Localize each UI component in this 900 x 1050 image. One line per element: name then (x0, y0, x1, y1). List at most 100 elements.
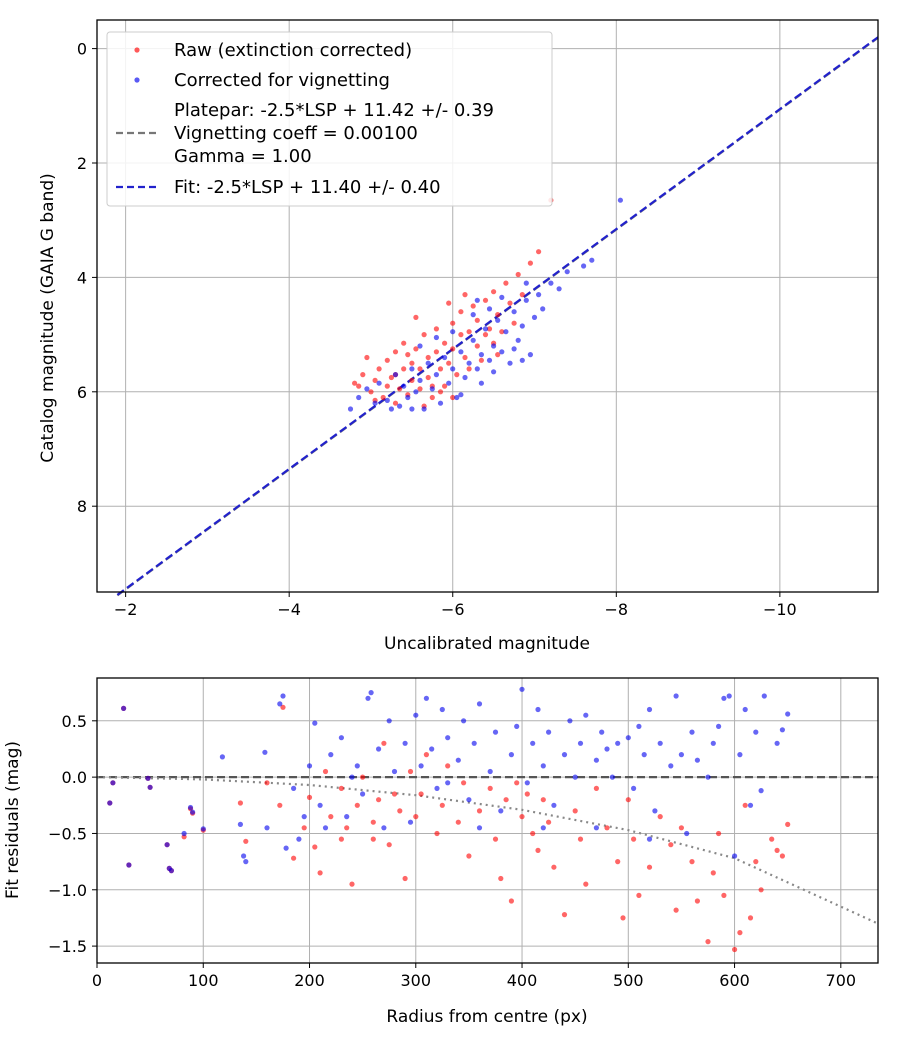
raw-point (535, 847, 541, 854)
corrected-point (454, 394, 460, 401)
corrected-point (397, 403, 403, 409)
raw-point (507, 300, 513, 306)
corrected-point (523, 297, 529, 303)
corrected-point (474, 297, 480, 303)
x-tick-label: 400 (507, 971, 538, 990)
corrected-point (200, 826, 206, 832)
corrected-point (540, 306, 546, 312)
raw-point (742, 802, 748, 808)
corrected-point (283, 845, 289, 851)
corrected-point (471, 740, 477, 746)
corrected-point (486, 357, 493, 363)
raw-point (495, 312, 501, 318)
corrected-point (264, 825, 270, 831)
raw-point (604, 825, 610, 831)
raw-point (657, 814, 663, 820)
raw-point (710, 870, 716, 876)
raw-point (437, 366, 444, 372)
raw-point (376, 366, 382, 372)
corrected-point (531, 314, 538, 320)
corrected-point (631, 785, 637, 792)
raw-point (317, 870, 323, 876)
corrected-point (536, 292, 542, 298)
corrected-point (527, 352, 534, 358)
raw-point (508, 898, 514, 904)
corrected-point (514, 723, 520, 730)
raw-point (402, 875, 408, 882)
corrected-point (564, 269, 570, 275)
corrected-point (716, 723, 722, 730)
corrected-point (312, 720, 318, 726)
corrected-point (409, 366, 415, 372)
corrected-point (511, 346, 517, 352)
plot-frame (96, 677, 879, 964)
raw-point (732, 946, 738, 953)
corrected-point (413, 389, 419, 395)
corrected-point (515, 337, 521, 343)
raw-point (391, 791, 398, 797)
corrected-point (742, 706, 748, 713)
corrected-point (657, 740, 663, 746)
raw-point (540, 797, 546, 803)
raw-point (429, 394, 435, 401)
raw-point (536, 249, 542, 255)
corrected-point (126, 862, 132, 868)
plot-background (97, 678, 878, 963)
corrected-point (322, 825, 329, 831)
x-axis-label: Uncalibrated magnitude (384, 634, 590, 654)
raw-point (421, 332, 427, 338)
raw-point (499, 329, 505, 335)
corrected-point (732, 853, 738, 859)
raw-point (491, 289, 497, 295)
raw-point (237, 800, 243, 806)
raw-point (737, 930, 743, 936)
corrected-point (376, 746, 382, 752)
y-tick-label: −1.5 (48, 937, 87, 956)
corrected-point (476, 825, 483, 831)
catalog-vs-uncalibrated-plot: −2 −4 −6 −8 −10 0 2 4 6 8 Uncalibrated magnitude… (38, 19, 879, 654)
raw-point (392, 400, 399, 406)
corrected-point (491, 343, 497, 349)
raw-point (372, 377, 378, 383)
raw-point (446, 360, 452, 366)
raw-point (425, 374, 431, 381)
raw-point (397, 386, 403, 392)
corrected-point (546, 729, 552, 735)
raw-point (418, 791, 424, 797)
raw-point (322, 768, 329, 775)
raw-point (401, 366, 407, 372)
raw-point (474, 317, 480, 323)
corrected-point (486, 306, 493, 312)
corrected-point (328, 752, 334, 758)
corrected-point (646, 836, 653, 842)
corrected-point (433, 372, 439, 378)
x-tick-label: −4 (277, 600, 301, 619)
raw-point (519, 292, 525, 298)
y-tick-label: 2 (77, 154, 87, 173)
corrected-point (376, 380, 382, 386)
corrected-point (407, 819, 414, 825)
x-axis-label: Radius from centre (px) (386, 1007, 587, 1027)
x-tick-label: 500 (613, 971, 644, 990)
corrected-point (583, 712, 589, 718)
raw-point (423, 752, 429, 758)
corrected-point (652, 808, 658, 814)
corrected-point (461, 718, 467, 724)
corrected-point (519, 323, 525, 329)
y-ticks: 0.5 0.0 −0.5 −1.0 −1.5 (48, 712, 97, 956)
corrected-point (747, 802, 754, 808)
raw-point (470, 303, 476, 309)
y-tick-label: 6 (77, 383, 87, 402)
raw-point (328, 814, 334, 820)
corrected-point (190, 809, 196, 815)
raw-point (689, 859, 695, 865)
raw-point (515, 271, 521, 278)
raw-point (721, 892, 727, 899)
raw-point (380, 394, 386, 401)
raw-point (466, 329, 472, 335)
grid (96, 678, 878, 963)
corrected-point (360, 791, 366, 797)
raw-point (487, 785, 493, 792)
raw-point (454, 372, 460, 378)
corrected-point (636, 723, 642, 730)
